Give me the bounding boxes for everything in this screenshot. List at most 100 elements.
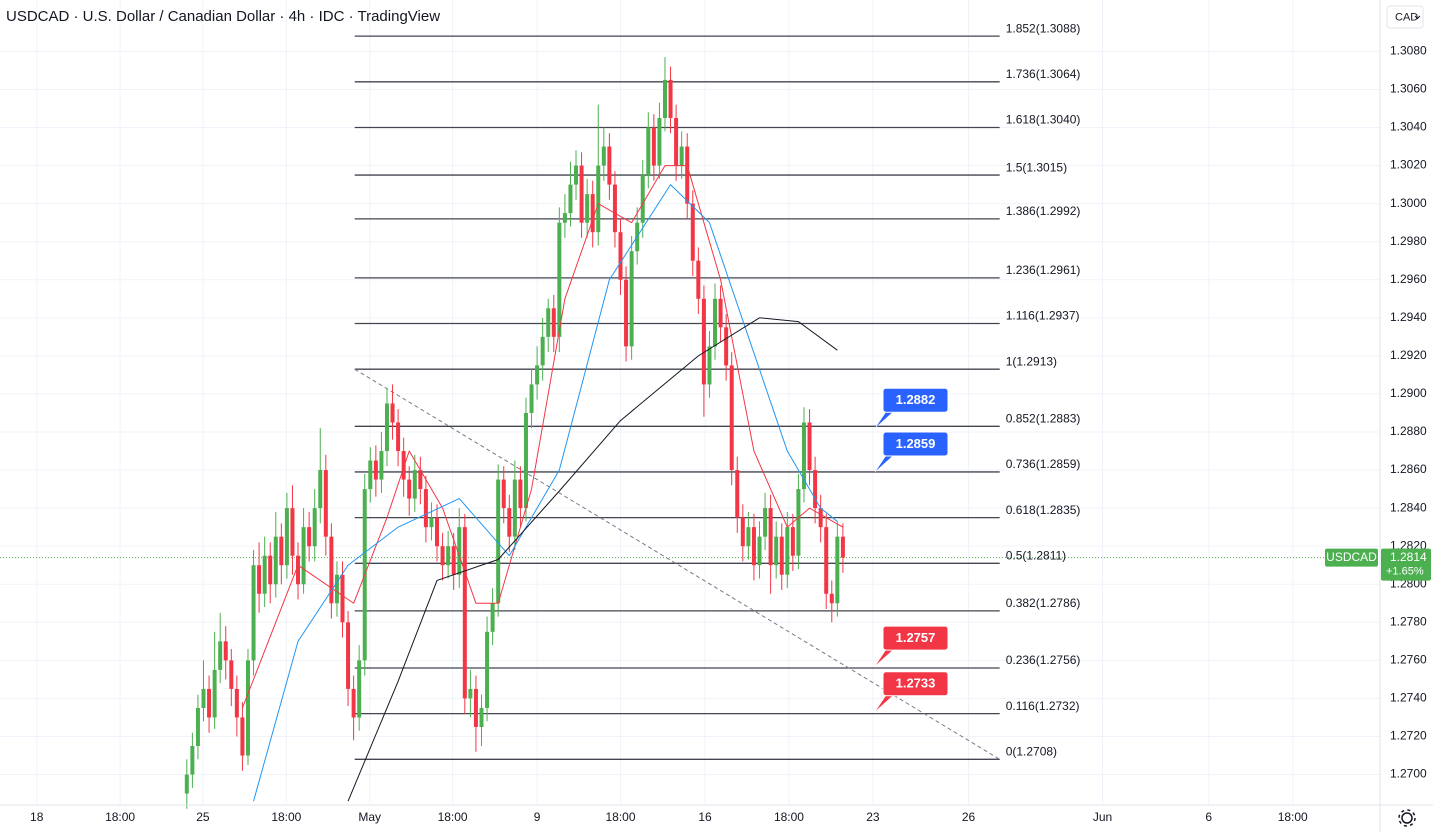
currency-label: CAD bbox=[1395, 11, 1418, 23]
x-tick-label: 25 bbox=[196, 810, 210, 824]
candle-body bbox=[268, 555, 273, 585]
candle-body bbox=[184, 774, 189, 794]
price-tag-label: 1.2814 bbox=[1390, 550, 1427, 564]
fib-label: 1.5(1.3015) bbox=[1006, 160, 1067, 174]
moving-average bbox=[241, 165, 844, 709]
symbol-tag bbox=[1325, 548, 1378, 567]
y-tick-label: 1.2960 bbox=[1390, 272, 1427, 286]
candle-body bbox=[801, 422, 806, 490]
candle-body bbox=[340, 574, 345, 623]
y-tick-label: 1.2920 bbox=[1390, 348, 1427, 362]
candle-body bbox=[696, 260, 701, 299]
candle-body bbox=[790, 527, 795, 556]
plot bbox=[0, 35, 1380, 809]
y-tick-label: 1.2840 bbox=[1390, 500, 1427, 514]
candle-body bbox=[523, 412, 528, 509]
candle-body bbox=[718, 298, 723, 328]
candle-body bbox=[507, 508, 512, 537]
candle-body bbox=[307, 527, 312, 547]
candle-body bbox=[496, 479, 501, 604]
y-tick-label: 1.2900 bbox=[1390, 386, 1427, 400]
candle-body bbox=[234, 688, 239, 718]
candle-body bbox=[824, 527, 829, 594]
x-tick-label: 18:00 bbox=[438, 810, 468, 824]
candle-body bbox=[207, 688, 212, 718]
y-tick-label: 1.3040 bbox=[1390, 120, 1427, 134]
fib-label: 0.382(1.2786) bbox=[1006, 596, 1081, 610]
fib-label: 0.736(1.2859) bbox=[1006, 457, 1081, 471]
x-tick-label: 18 bbox=[30, 810, 44, 824]
callout-box bbox=[882, 387, 949, 413]
candle-body bbox=[418, 470, 423, 490]
candle-body bbox=[763, 508, 768, 537]
candle-body bbox=[612, 184, 617, 233]
callout-label: 1.2882 bbox=[896, 392, 936, 407]
candle-body bbox=[262, 555, 267, 594]
candle-body bbox=[607, 146, 612, 185]
x-tick-label: Jun bbox=[1093, 810, 1112, 824]
candle-body bbox=[346, 622, 351, 689]
fib-label: 1.386(1.2992) bbox=[1006, 204, 1081, 218]
x-tick-label: 18:00 bbox=[774, 810, 804, 824]
candle-body bbox=[435, 517, 440, 547]
candle-body bbox=[618, 232, 623, 280]
candle-body bbox=[273, 536, 278, 585]
settings-icon[interactable] bbox=[1398, 809, 1416, 827]
callout-label: 1.2859 bbox=[896, 436, 936, 451]
candle-body bbox=[468, 688, 473, 699]
symbol-tag-label: USDCAD bbox=[1326, 550, 1377, 564]
candle-body bbox=[785, 527, 790, 575]
x-tick-label: May bbox=[358, 810, 381, 824]
candle-body bbox=[546, 308, 551, 337]
candle-body bbox=[334, 574, 339, 604]
y-tick-label: 1.3020 bbox=[1390, 158, 1427, 172]
candle-body bbox=[690, 203, 695, 261]
candle-body bbox=[446, 546, 451, 566]
candle-body bbox=[223, 641, 228, 661]
candle-body bbox=[373, 460, 378, 480]
candle-body bbox=[457, 527, 462, 575]
candle-body bbox=[390, 403, 395, 423]
candle-body bbox=[551, 308, 556, 337]
callout-box bbox=[882, 625, 949, 651]
x-tick-label: 16 bbox=[698, 810, 712, 824]
x-tick-label: 6 bbox=[1205, 810, 1212, 824]
candle-body bbox=[401, 451, 406, 480]
y-tick-label: 1.2980 bbox=[1390, 234, 1427, 248]
y-tick-label: 1.2940 bbox=[1390, 310, 1427, 324]
y-tick-label: 1.2760 bbox=[1390, 653, 1427, 667]
candle-body bbox=[585, 194, 590, 223]
candle-body bbox=[451, 546, 456, 575]
candle-body bbox=[329, 536, 334, 604]
candle-body bbox=[229, 660, 234, 689]
y-tick-label: 1.3060 bbox=[1390, 82, 1427, 96]
candle-body bbox=[540, 336, 545, 366]
moving-average bbox=[253, 184, 838, 802]
candle-body bbox=[668, 79, 673, 118]
candle-body bbox=[657, 117, 662, 166]
candle-body bbox=[651, 127, 656, 166]
candle-body bbox=[490, 603, 495, 632]
candle-body bbox=[245, 660, 250, 756]
y-tick-label: 1.2880 bbox=[1390, 424, 1427, 438]
candle-body bbox=[813, 470, 818, 509]
candle-body bbox=[296, 555, 301, 585]
candle-body bbox=[396, 422, 401, 452]
candle-body bbox=[412, 470, 417, 499]
candle-body bbox=[251, 565, 256, 661]
callout-label: 1.2757 bbox=[896, 630, 936, 645]
candle-body bbox=[535, 365, 540, 385]
candle-body bbox=[379, 451, 384, 480]
fib-label: 1(1.2913) bbox=[1006, 354, 1057, 368]
y-tick-label: 1.2780 bbox=[1390, 614, 1427, 628]
candle-body bbox=[212, 669, 217, 718]
currency-button[interactable] bbox=[1386, 5, 1424, 29]
x-tick-label: 18:00 bbox=[271, 810, 301, 824]
candle-body bbox=[818, 508, 823, 528]
gear-teeth bbox=[1398, 809, 1416, 827]
candle-body bbox=[662, 79, 667, 118]
moving-average bbox=[347, 317, 838, 802]
candle-body bbox=[646, 127, 651, 176]
fib-label: 0.852(1.2883) bbox=[1006, 411, 1081, 425]
